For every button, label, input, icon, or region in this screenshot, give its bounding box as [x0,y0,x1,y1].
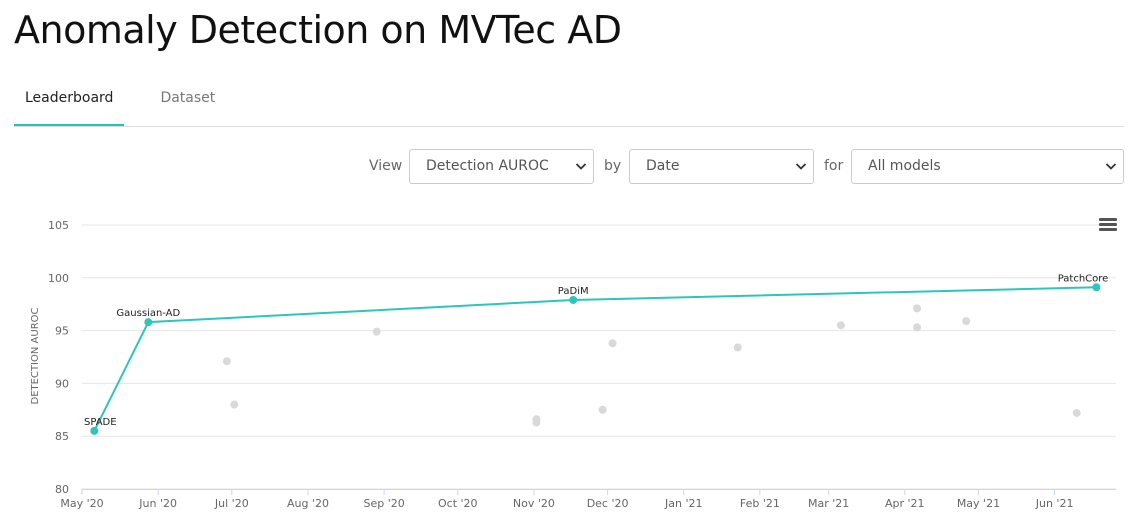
other-model-point [598,405,607,414]
other-model-point [608,339,617,348]
sota-series: SPADE Gaussian-AD PaDiM PatchCore [84,273,1108,435]
chevron-down-icon [795,163,807,170]
sota-point [1092,283,1101,292]
tab-leaderboard[interactable]: Leaderboard [14,75,125,126]
y-axis-ticks: 80 85 90 95 100 105 [48,219,69,496]
x-tick-label: Jul '20 [214,497,249,510]
other-models-series [222,304,1081,427]
sota-point-label: SPADE [84,417,117,428]
chart-grid [82,224,1116,490]
y-tick-label: 95 [55,325,69,338]
for-select[interactable]: All models [851,149,1124,184]
tab-bar: Leaderboard Dataset [14,75,1124,127]
other-model-point [733,343,742,352]
leaderboard-chart: 80 85 90 95 100 105 May '20 Jun '20 Jul '20 Aug … [30,219,1116,510]
x-axis: May '20 Jun '20 Jul '20 Aug '20 Sep '20 Oct '… [60,489,1116,510]
x-tick-label: Apr '21 [885,497,925,510]
x-tick-label: Jun '20 [138,497,177,510]
other-model-point [532,418,541,427]
x-tick-label: Feb '21 [740,497,780,510]
for-select-value: All models [868,158,941,174]
view-select-value: Detection AUROC [426,158,549,174]
by-select-value: Date [646,158,680,174]
page-title: Anomaly Detection on MVTec AD [14,8,622,52]
sota-point-label: Gaussian-AD [116,308,180,319]
tab-dataset[interactable]: Dataset [160,90,216,106]
view-select[interactable]: Detection AUROC [409,149,594,184]
x-tick-label: May '21 [957,497,1000,510]
x-tick-label: Mar '21 [808,497,849,510]
for-label: for [824,158,844,174]
by-select[interactable]: Date [629,149,814,184]
x-tick-label: May '20 [60,497,103,510]
other-model-point [913,304,922,313]
y-tick-label: 80 [55,483,69,496]
sota-point-label: PaDiM [558,286,589,297]
y-tick-label: 90 [55,377,69,390]
other-model-point [913,323,922,332]
x-tick-label: Sep '20 [363,497,404,510]
view-label: View [369,158,403,174]
sota-point [569,295,578,304]
chevron-down-icon [1105,163,1117,170]
other-model-point [1072,408,1081,417]
other-model-point [230,400,239,409]
sota-line [93,286,1097,432]
y-tick-label: 100 [48,272,69,285]
by-label: by [604,158,622,174]
x-tick-label: Jan '21 [664,497,702,510]
x-tick-label: Oct '20 [438,497,478,510]
x-tick-label: Jun '21 [1035,497,1074,510]
x-tick-label: Nov '20 [513,497,555,510]
sota-point [90,426,99,435]
chevron-down-icon [575,163,587,170]
other-model-point [836,321,845,330]
other-model-point [372,327,381,336]
y-tick-label: 85 [55,430,69,443]
x-tick-label: Aug '20 [287,497,329,510]
y-tick-label: 105 [48,219,69,232]
sota-point-label: PatchCore [1058,273,1109,284]
y-axis-label: DETECTION AUROC [30,307,41,404]
other-model-point [222,357,231,366]
chart-menu-button[interactable] [1099,218,1117,232]
other-model-point [962,317,971,326]
x-tick-label: Dec '20 [587,497,629,510]
sota-point [144,318,153,327]
